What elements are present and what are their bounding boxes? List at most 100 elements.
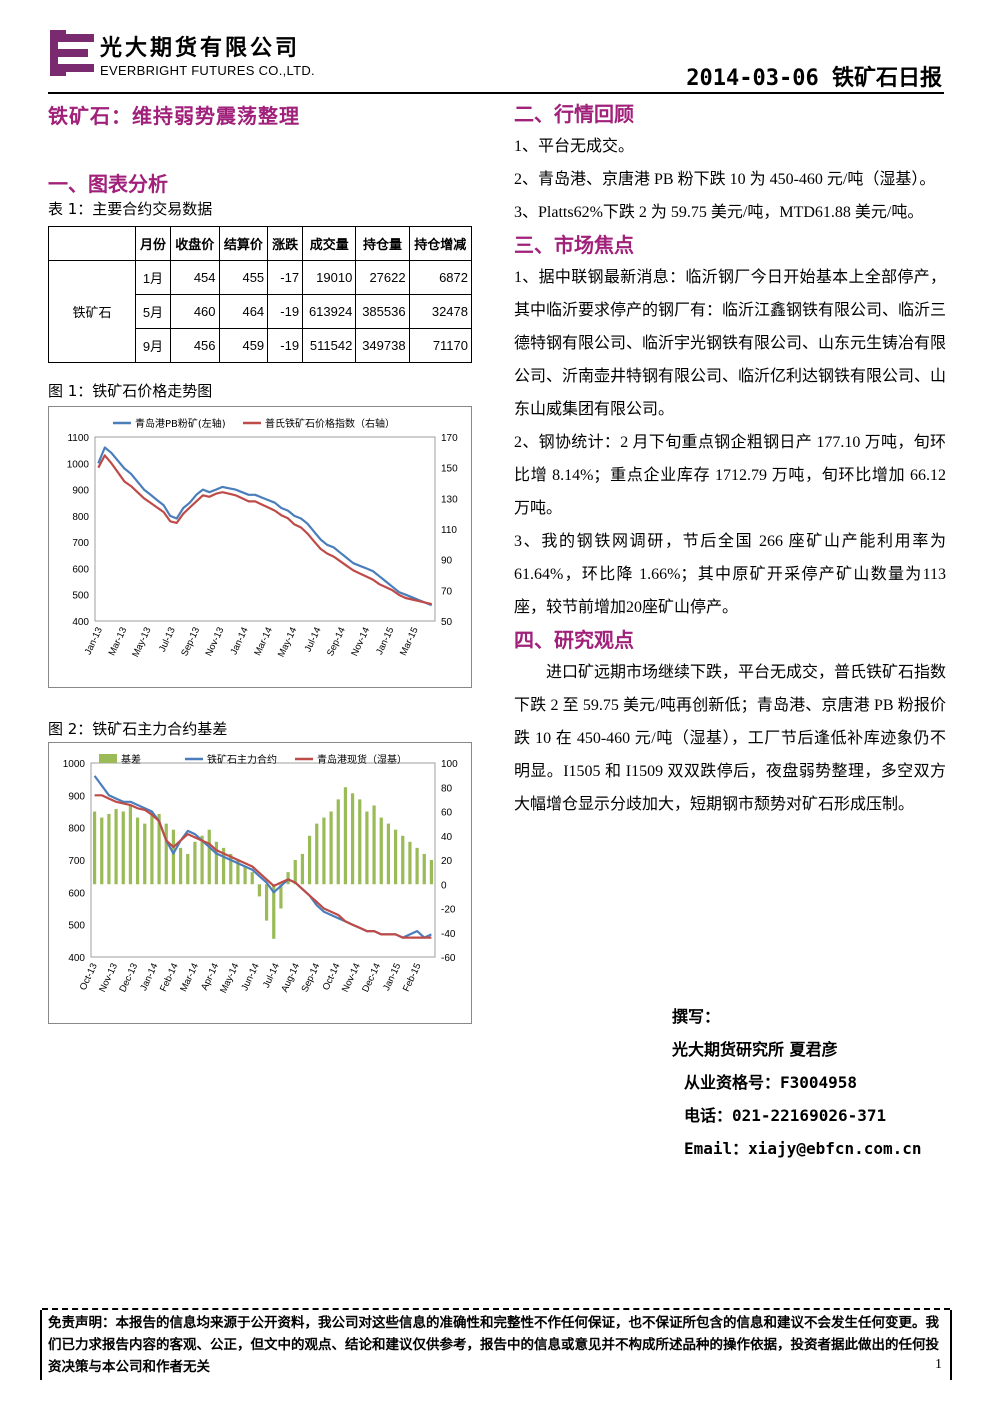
x-tick-label: Jun-14: [239, 962, 261, 993]
basis-bar: [343, 787, 348, 885]
table-cell: 613924: [302, 294, 357, 329]
plot-area: [90, 762, 436, 958]
series-line: [97, 446, 433, 607]
table-cell: 385536: [355, 294, 410, 329]
right-column: 二、行情回顾 1、平台无成交。 2、青岛港、京唐港 PB 粉下跌 10 为 45…: [514, 98, 946, 821]
table-header-cell: 涨跌: [267, 226, 304, 261]
section-chart-analysis: 一、图表分析: [48, 172, 168, 196]
table-cell: -17: [267, 260, 304, 295]
basis-bar: [200, 835, 204, 885]
basis-bar: [429, 860, 434, 885]
footer-divider: [42, 1308, 950, 1310]
x-tick-label: Dec-14: [360, 962, 383, 994]
basis-bar: [264, 884, 269, 921]
iron-ore-price-chart: 400 500 600 700 800 900 1000 1100 50 70 90 110 130 15…: [48, 406, 472, 688]
basis-bar: [257, 884, 262, 897]
basis-bar: [279, 884, 283, 909]
table-cell: 6872: [408, 260, 473, 295]
x-tick-label: Sep-14: [299, 962, 322, 994]
table-row: 9月 456 459 -19 511542 349738 71170: [49, 328, 473, 363]
x-tick-label: Feb-15: [401, 962, 424, 994]
focus-item: 2、钢协统计：2 月下旬重点钢企粗钢日产 177.10 万吨，旬环比增 8.14…: [514, 434, 946, 517]
basis-bar: [229, 853, 233, 885]
y-left-tick-label: 900: [68, 791, 85, 802]
table-cell: 456: [169, 328, 220, 363]
table-cell: 9月: [135, 328, 171, 363]
y-left-tick-label: 400: [72, 617, 89, 628]
basis-bar: [336, 799, 340, 885]
y-left-tick-label: 400: [68, 953, 85, 964]
series-line: [97, 454, 432, 606]
y-left-tick-label: 600: [72, 564, 89, 575]
y-right-tick-label: 80: [441, 783, 453, 794]
y-right-tick-label: 40: [441, 832, 453, 843]
y-left-tick-label: 700: [72, 538, 89, 549]
y-left-tick-label: 500: [72, 591, 89, 602]
basis-bar: [300, 853, 305, 885]
y-left-tick-label: 600: [68, 888, 85, 899]
x-tick-label: Nov-14: [349, 626, 372, 658]
y-right-tick-label: 170: [441, 433, 458, 444]
x-tick-label: Jan-15: [381, 962, 403, 993]
disclaimer-text: 免责声明：本报告的信息均来源于公开资料，我公司对这些信息的准确性和完整性不作任何…: [48, 1315, 939, 1375]
x-tick-label: Mar-13: [107, 626, 130, 658]
legend-label: 基差: [121, 753, 141, 766]
y-right-tick-label: 110: [441, 525, 457, 536]
page-number: 1: [935, 1357, 942, 1372]
x-tick-label: May-14: [276, 626, 299, 659]
table-header-cell: 月份: [135, 226, 171, 261]
y-left-tick-label: 1100: [67, 433, 89, 444]
x-tick-label: Mar-14: [178, 962, 201, 994]
basis-bar: [379, 817, 383, 885]
basis-bar: [92, 811, 97, 885]
author-phone: 电话：021-22169026-371: [684, 1106, 887, 1125]
table-cell: -19: [267, 328, 304, 363]
basis-bar: [329, 811, 333, 885]
y-right-tick-label: -40: [441, 929, 456, 940]
company-logo: [50, 30, 94, 76]
y-right-tick-label: -20: [441, 905, 456, 916]
y-left-tick-label: 800: [68, 824, 85, 835]
table-cell: 464: [218, 294, 269, 329]
basis-bar: [171, 829, 176, 885]
author-block: 撰写： 光大期货研究所 夏君彦 从业资格号：F3004958 电话：021-22…: [672, 1000, 922, 1165]
legend-label: 青岛港现货（湿基）: [317, 753, 407, 766]
basis-bar: [315, 823, 319, 885]
plot-area: [94, 436, 436, 622]
section-research-view: 四、研究观点: [514, 628, 634, 652]
x-tick-label: Jul-13: [157, 626, 178, 654]
footer-border-right: [950, 1310, 952, 1380]
table-cell: 32478: [408, 294, 473, 329]
x-tick-label: Oct-13: [78, 962, 100, 992]
legend-label: 普氏铁矿石价格指数（右轴）: [265, 417, 395, 430]
basis-bar: [157, 813, 161, 885]
basis-bar: [272, 884, 276, 939]
y-left-tick-label: 1000: [67, 459, 90, 470]
x-tick-label: Jan-14: [138, 962, 160, 993]
figure2-caption: 图 2：铁矿石主力合约基差: [48, 720, 228, 738]
table-cell: 511542: [302, 328, 357, 363]
basis-bar: [393, 829, 398, 885]
basis-bar: [143, 823, 147, 885]
section-market-focus: 三、市场焦点: [514, 233, 634, 257]
table-cell: -19: [267, 294, 304, 329]
basis-bar: [422, 853, 426, 885]
table-header-row: 月份 收盘价 结算价 涨跌 成交量 持仓量 持仓增减: [48, 226, 473, 261]
author-label: 撰写：: [672, 1007, 721, 1026]
basis-bar: [207, 829, 211, 885]
table-cell: 459: [218, 328, 269, 363]
x-tick-label: Sep-14: [325, 626, 348, 658]
author-email[interactable]: Email：xiajy@ebfcn.com.cn: [684, 1139, 922, 1158]
review-item: 3、Platts62%下跌 2 为 59.75 美元/吨，MTD61.88 美元…: [514, 204, 924, 221]
basis-bar: [250, 872, 254, 885]
basis-bar: [286, 872, 290, 885]
basis-bar: [401, 835, 405, 885]
section-market-review: 二、行情回顾: [514, 102, 634, 126]
x-tick-label: Nov-13: [204, 626, 227, 658]
table-caption: 表 1：主要合约交易数据: [48, 200, 213, 218]
table-cell: 454: [169, 260, 220, 295]
basis-bar: [358, 799, 362, 885]
basis-bar: [322, 817, 326, 885]
basis-bar: [408, 841, 412, 885]
x-tick-label: Jan-15: [374, 626, 396, 657]
